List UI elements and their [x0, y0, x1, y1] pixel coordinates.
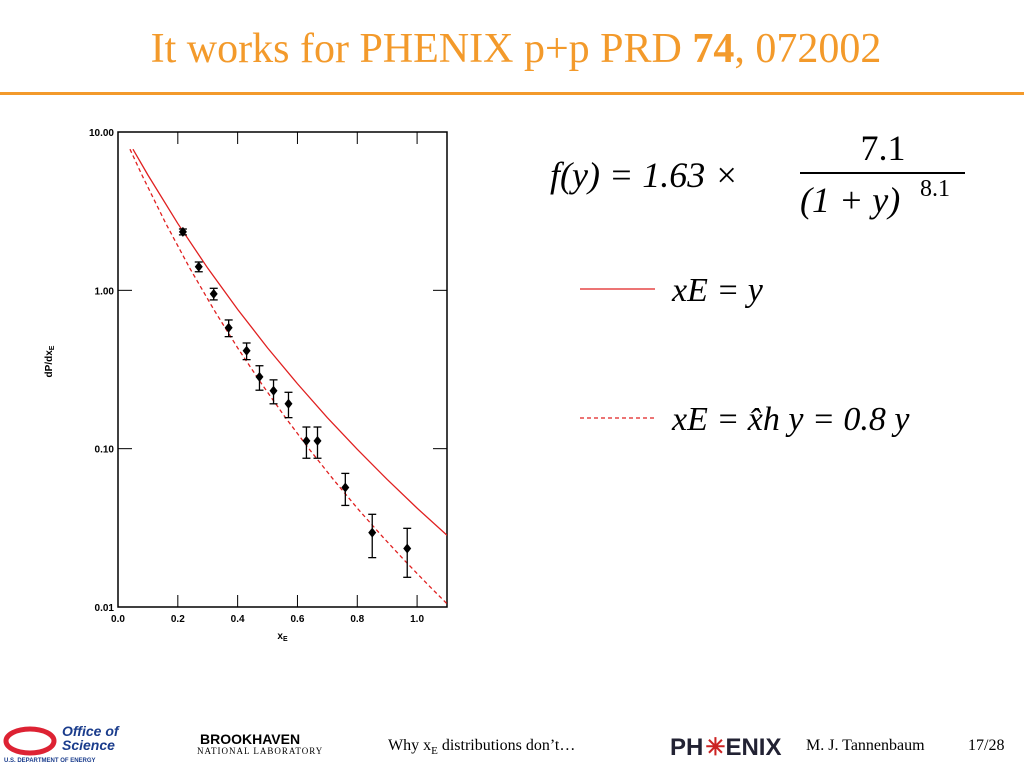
formula-exponent: 8.1 [920, 176, 950, 202]
curve [132, 148, 447, 536]
curve [129, 148, 447, 605]
y-tick-label: 0.10 [95, 445, 115, 456]
legend-label: xE = x̂h y = 0.8 y [671, 401, 910, 438]
logo-text: Science [62, 737, 115, 753]
formula-numerator: 7.1 [861, 128, 906, 168]
page-number: 17/28 [968, 737, 1004, 754]
logo-text: U.S. DEPARTMENT OF ENERGY [4, 758, 96, 764]
logo-part: ENIX [725, 734, 781, 761]
data-point [368, 527, 377, 538]
plot-frame [117, 131, 448, 608]
y-label-part: dP/dx [44, 350, 55, 378]
title-part: 74 [692, 26, 734, 72]
formula-denominator: (1 + y) [800, 180, 900, 220]
logo-part: PH [670, 734, 703, 761]
data-point [255, 371, 264, 382]
data-point [242, 345, 251, 356]
bnl-logo: BROOKHAVEN [200, 731, 300, 747]
doe-logo: Office of Science U.S. DEPARTMENT OF ENE… [3, 723, 120, 764]
data-point [194, 261, 203, 272]
x-tick-label: 0.2 [171, 614, 185, 625]
x-label-part: E [283, 636, 288, 643]
caption-part: distributions don’t… [438, 737, 576, 754]
y-tick-label: 10.00 [89, 128, 114, 139]
x-label-part: x [277, 631, 283, 642]
x-tick-label: 0.8 [350, 614, 364, 625]
y-tick-label: 1.00 [95, 286, 115, 297]
data-point [284, 398, 293, 409]
logo-mark [3, 726, 57, 756]
x-tick-label: 1.0 [410, 614, 424, 625]
data-point [403, 543, 412, 554]
title-part: It works for PHENIX p+p PRD [151, 26, 693, 72]
caption-part: E [431, 745, 438, 757]
y-label-part: E [49, 345, 56, 350]
data-point [302, 435, 311, 446]
data-point [209, 288, 218, 299]
bnl-logo: NATIONAL LABORATORY [197, 746, 323, 756]
y-label: dP/dxE [44, 345, 56, 377]
x-tick-label: 0.0 [111, 614, 125, 625]
logo-text: Office of [62, 723, 120, 739]
logo-star: ✳ [705, 734, 725, 761]
title: It works for PHENIX p+p PRD 74, 072002 [151, 26, 882, 72]
data-point [341, 482, 350, 493]
legend-label: xE = y [671, 272, 764, 309]
caption: Why xE distributions don’t… [388, 737, 575, 757]
formula-lhs: f(y) = 1.63 × [550, 155, 739, 195]
title-part: , 072002 [734, 26, 881, 72]
author: M. J. Tannenbaum [806, 737, 925, 754]
formula: f(y) = 1.63 × 7.1 (1 + y) 8.1 [550, 128, 965, 220]
data-point [313, 435, 322, 446]
caption-part: Why x [388, 737, 431, 754]
phenix-logo: PH✳ENIX [670, 734, 781, 761]
x-tick-label: 0.6 [291, 614, 305, 625]
x-label: xE [277, 631, 288, 643]
data-point [269, 385, 278, 396]
data-point [178, 226, 187, 237]
x-tick-label: 0.4 [231, 614, 245, 625]
footer [0, 716, 1024, 768]
data-point [224, 322, 233, 333]
title-rule [0, 92, 1024, 95]
y-tick-label: 0.01 [95, 603, 115, 614]
